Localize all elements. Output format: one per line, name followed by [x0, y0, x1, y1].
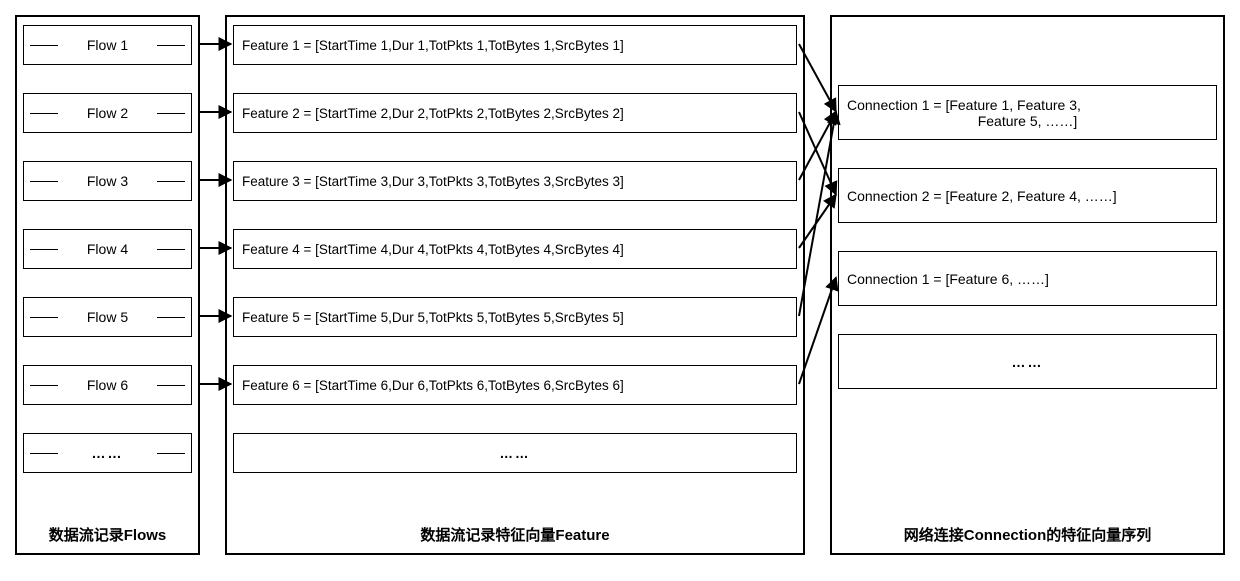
feature-cell: Feature 5 = [StartTime 5,Dur 5,TotPkts 5… — [233, 297, 797, 337]
flows-panel: Flow 1 Flow 2 Flow 3 Flow 4 Flow 5 Flow … — [15, 15, 200, 555]
connection-line1: Connection 1 = [Feature 1, Feature 3, — [847, 97, 1208, 113]
connection-cell: Connection 1 = [Feature 1, Feature 3, Fe… — [838, 85, 1217, 140]
flow-label: Flow 3 — [87, 173, 128, 189]
flow-cell: Flow 6 — [23, 365, 192, 405]
feature-label: Feature 4 = [StartTime 4,Dur 4,TotPkts 4… — [242, 242, 624, 257]
connections-title: 网络连接Connection的特征向量序列 — [832, 524, 1223, 545]
connection-cell: Connection 1 = [Feature 6, ……] — [838, 251, 1217, 306]
flow-cell: Flow 3 — [23, 161, 192, 201]
connection-line1: Connection 1 = [Feature 6, ……] — [847, 271, 1208, 287]
flow-label: Flow 1 — [87, 37, 128, 53]
feature-ellipsis: …… — [233, 433, 797, 473]
connections-list: Connection 1 = [Feature 1, Feature 3, Fe… — [838, 25, 1217, 389]
features-panel: Feature 1 = [StartTime 1,Dur 1,TotPkts 1… — [225, 15, 805, 555]
feature-cell: Feature 6 = [StartTime 6,Dur 6,TotPkts 6… — [233, 365, 797, 405]
features-title: 数据流记录特征向量Feature — [227, 524, 803, 545]
feature-label: Feature 5 = [StartTime 5,Dur 5,TotPkts 5… — [242, 310, 624, 325]
feature-cell: Feature 3 = [StartTime 3,Dur 3,TotPkts 3… — [233, 161, 797, 201]
feature-cell: Feature 2 = [StartTime 2,Dur 2,TotPkts 2… — [233, 93, 797, 133]
feature-label: Feature 1 = [StartTime 1,Dur 1,TotPkts 1… — [242, 38, 624, 53]
flow-ellipsis: …… — [23, 433, 192, 473]
flows-title: 数据流记录Flows — [17, 524, 198, 545]
feature-label: Feature 6 = [StartTime 6,Dur 6,TotPkts 6… — [242, 378, 624, 393]
flow-label: Flow 4 — [87, 241, 128, 257]
flow-cell: Flow 5 — [23, 297, 192, 337]
connection-line2: Feature 5, ……] — [847, 113, 1208, 129]
feature-label: Feature 3 = [StartTime 3,Dur 3,TotPkts 3… — [242, 174, 624, 189]
connection-cell: Connection 2 = [Feature 2, Feature 4, ……… — [838, 168, 1217, 223]
flow-cell: Flow 1 — [23, 25, 192, 65]
connections-panel: Connection 1 = [Feature 1, Feature 3, Fe… — [830, 15, 1225, 555]
flow-cell: Flow 2 — [23, 93, 192, 133]
flow-label: Flow 2 — [87, 105, 128, 121]
feature-cell: Feature 4 = [StartTime 4,Dur 4,TotPkts 4… — [233, 229, 797, 269]
flow-cell: Flow 4 — [23, 229, 192, 269]
flow-label: Flow 5 — [87, 309, 128, 325]
feature-cell: Feature 1 = [StartTime 1,Dur 1,TotPkts 1… — [233, 25, 797, 65]
feature-label: Feature 2 = [StartTime 2,Dur 2,TotPkts 2… — [242, 106, 624, 121]
connection-ellipsis: …… — [838, 334, 1217, 389]
flow-label: Flow 6 — [87, 377, 128, 393]
connection-line1: Connection 2 = [Feature 2, Feature 4, ……… — [847, 188, 1208, 204]
